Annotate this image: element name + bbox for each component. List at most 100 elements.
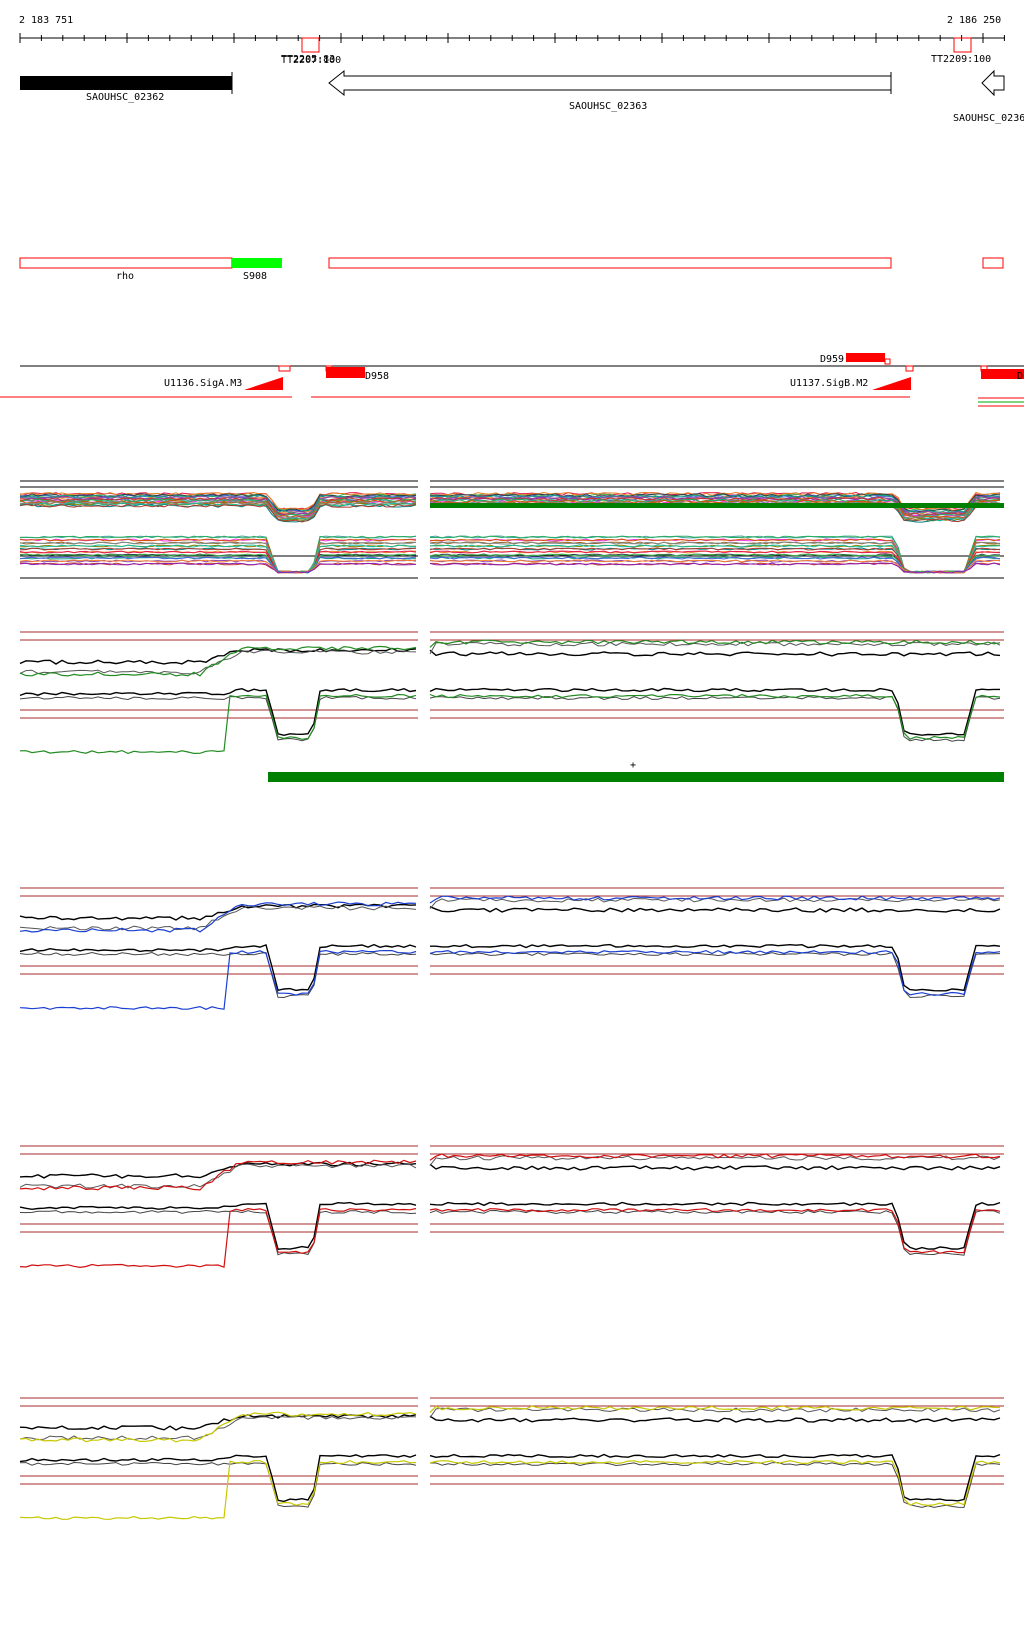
gene-track: SAOUHSC_02362 SAOUHSC_02363 SAOUHSC_0236	[20, 69, 1024, 124]
expression-series-grey	[429, 695, 1001, 742]
expression-series-grey	[19, 1415, 417, 1441]
expression-series-upper	[429, 493, 1000, 513]
expression-series-lower	[19, 562, 417, 574]
expression-series-colour	[19, 1459, 417, 1520]
gene-label-saouhsc-02362: SAOUHSC_02362	[86, 92, 164, 103]
expression-series-black	[429, 1201, 1001, 1251]
gene-saouhsc-02362[interactable]	[20, 76, 232, 90]
expression-series-lower	[19, 556, 417, 574]
expression-series-upper	[19, 501, 417, 520]
expression-series-black	[19, 1201, 417, 1250]
expression-series-colour	[429, 895, 1001, 904]
segment-middle[interactable]	[328, 257, 892, 269]
terminator-label-tt2205: TT2205:83	[281, 54, 335, 65]
expression-panel-yellow	[19, 1397, 1004, 1520]
expression-series-black	[429, 906, 1001, 913]
gene-saouhsc-0236x[interactable]	[981, 69, 1005, 97]
expression-series-upper	[19, 492, 417, 511]
expression-series-grey	[19, 1209, 417, 1256]
expression-series-lower	[19, 544, 417, 573]
feature-u1136-box	[278, 365, 291, 372]
feature-edge-d[interactable]	[981, 369, 1024, 379]
expression-series-grey	[429, 1209, 1001, 1256]
expression-series-colour	[19, 1411, 417, 1443]
gene-label-saouhsc-0236x: SAOUHSC_0236	[953, 113, 1024, 124]
segment-s908[interactable]	[232, 258, 282, 268]
expression-series-black	[429, 649, 1001, 657]
terminator-tt2205[interactable]	[301, 37, 320, 53]
feature-u1137-box	[905, 365, 914, 372]
expression-series-grey	[429, 897, 1001, 910]
expression-series-upper	[429, 499, 1001, 519]
expression-series-grey	[429, 1461, 1001, 1508]
segment-right[interactable]	[982, 257, 1004, 269]
strand-plus-label: +	[630, 760, 636, 771]
segment-label-s908: S908	[243, 271, 267, 282]
expression-series-colour	[429, 693, 1001, 741]
ruler-end-label: 2 186 250	[947, 15, 1001, 26]
expression-series-lower	[19, 553, 417, 574]
expression-series-grey	[19, 905, 417, 931]
expression-series-grey	[429, 1155, 1001, 1166]
terminator-track: TT2205:83 TT2207:100 TT2209:100	[281, 37, 991, 66]
expression-series-colour	[19, 1159, 417, 1191]
expression-panel-blue	[19, 887, 1004, 1010]
regulatory-track: D959 U1136.SigA.M3 D958 U1137.SigB.M2 D	[0, 353, 1024, 407]
expression-series-colour	[19, 949, 417, 1010]
expression-series-upper	[19, 503, 417, 523]
feature-d958[interactable]	[326, 367, 365, 378]
expression-series-grey	[429, 641, 1001, 655]
terminator-tt2209[interactable]	[953, 37, 972, 53]
ruler-ticks	[19, 33, 1005, 43]
expression-series-grey	[19, 649, 417, 675]
expression-series-lower	[19, 550, 417, 574]
expression-series-black	[429, 1415, 1001, 1423]
expression-series-black	[429, 1163, 1001, 1171]
feature-d958-box	[325, 365, 333, 372]
expression-series-grey	[19, 1461, 417, 1508]
terminator-label-tt2207: TT2207:100	[281, 55, 341, 66]
expression-series-black	[429, 687, 1000, 736]
expression-series-colour	[19, 901, 417, 933]
feature-label-u1136: U1136.SigA.M3	[164, 378, 242, 389]
ruler-start-label: 2 183 751	[19, 15, 73, 26]
expression-panel-green	[19, 631, 1004, 755]
expression-series-grey	[19, 1163, 417, 1189]
segment-track: rho S908	[19, 257, 1004, 282]
expression-panel-red	[19, 1145, 1004, 1269]
expression-series-colour	[429, 1153, 1001, 1161]
gene-saouhsc-02363[interactable]	[328, 69, 892, 97]
feature-d959-end	[884, 358, 891, 365]
expression-series-black	[19, 1161, 417, 1179]
feature-u1137-triangle[interactable]	[872, 377, 911, 390]
expression-series-colour	[429, 639, 1001, 648]
feature-label-d958: D958	[365, 371, 389, 382]
feature-u1136-triangle[interactable]	[244, 377, 283, 390]
expression-series-lower	[19, 550, 417, 574]
expression-series-colour	[429, 949, 1001, 996]
expression-series-black	[429, 1453, 1001, 1502]
expression-series-grey	[19, 951, 417, 999]
expression-series-colour	[19, 693, 417, 755]
expression-series-colour	[429, 1405, 1001, 1413]
segment-label-rho: rho	[116, 271, 134, 282]
expression-series-lower	[19, 559, 417, 574]
expression-series-grey	[19, 695, 417, 742]
expression-series-colour	[19, 645, 417, 677]
expression-series-highlight	[430, 503, 1004, 508]
expression-series-lower	[19, 538, 417, 574]
expression-series-upper	[19, 495, 417, 515]
expression-series-black	[19, 943, 417, 992]
feature-d959[interactable]	[846, 353, 885, 362]
feature-label-d959: D959	[820, 354, 844, 365]
expression-series-lower	[430, 556, 1001, 574]
coordinate-ruler: 2 183 751 2 186 250	[19, 15, 1005, 43]
expression-series-lower	[19, 547, 417, 574]
segment-rho[interactable]	[19, 257, 233, 269]
expression-series-upper	[19, 503, 417, 523]
expression-series-lower	[19, 535, 417, 574]
expression-series-black	[430, 943, 1001, 992]
strand-coverage-bar	[268, 772, 1004, 782]
feature-edge-box	[980, 365, 988, 372]
